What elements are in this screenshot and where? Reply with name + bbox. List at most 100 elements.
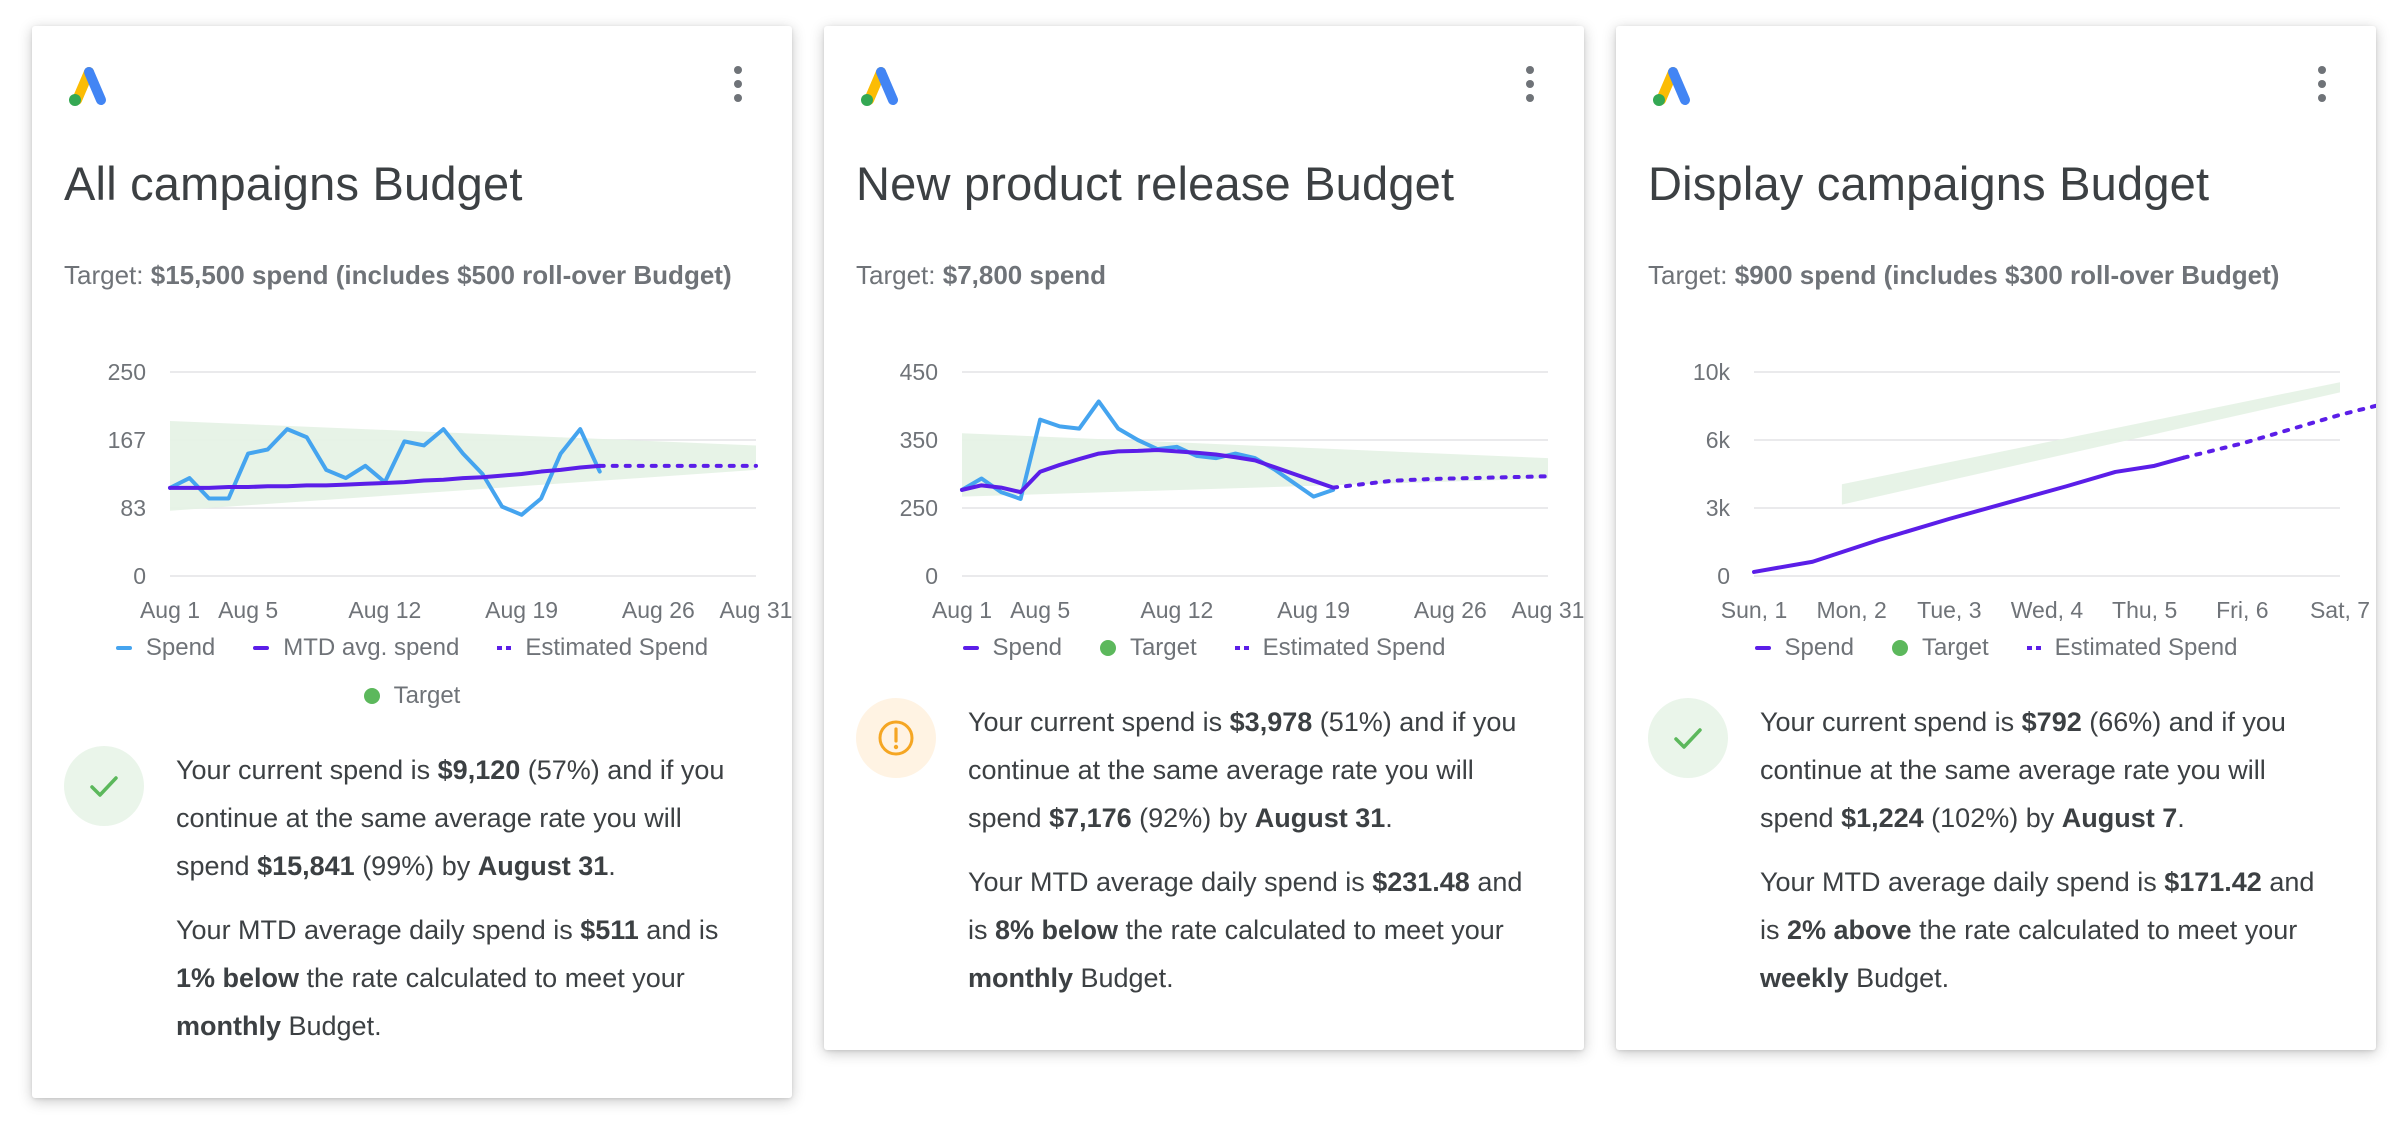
- google-ads-logo-icon: [69, 67, 106, 106]
- target-value: $15,500 spend (includes $500 roll-over B…: [150, 260, 732, 290]
- budget-summary: Your current spend is $792 (66%) and if …: [1760, 698, 2340, 1018]
- legend-label-spend: Spend: [1784, 634, 1854, 661]
- y-tick-label: 250: [900, 495, 938, 521]
- legend-swatch-target: [1891, 640, 1908, 656]
- x-tick-label: Aug 5: [1010, 597, 1070, 623]
- legend-item-spend: Spend: [115, 634, 216, 662]
- legend-label-estimated: Estimated Spend: [525, 634, 709, 661]
- x-tick-label: Aug 12: [1140, 597, 1213, 623]
- x-tick-label: Aug 31: [720, 597, 792, 623]
- target-label: Target:: [856, 260, 936, 290]
- legend-item-spend: Spend: [1754, 634, 1854, 662]
- target-band: [1841, 382, 2340, 505]
- checkmark-icon: [1674, 728, 1702, 749]
- status-ok-badge: [64, 746, 144, 826]
- x-tick-label: Fri, 6: [2216, 597, 2268, 623]
- target-line: Target: $15,500 spend (includes $500 rol…: [64, 260, 732, 291]
- x-tick-label: Mon, 2: [1817, 597, 1887, 623]
- y-tick-label: 0: [1717, 563, 1730, 589]
- y-tick-label: 167: [108, 427, 146, 453]
- legend-swatch-estimated: [1234, 646, 1249, 650]
- exclamation-icon: [878, 720, 914, 756]
- x-tick-label: Aug 1: [932, 597, 992, 623]
- legend-label-spend: Spend: [992, 634, 1062, 661]
- y-tick-label: 3k: [1706, 495, 1731, 521]
- x-tick-label: Aug 31: [1512, 597, 1584, 623]
- series-line-mtd-avg-spend: [960, 447, 1336, 495]
- y-tick-label: 83: [120, 495, 146, 521]
- summary-daily-rate: Your MTD average daily spend is $231.48 …: [968, 867, 1523, 993]
- card-title: New product release Budget: [856, 157, 1455, 210]
- budget-card-display-campaigns: Display campaigns Budget Target: $900 sp…: [1616, 26, 2376, 1050]
- legend-item-estimated: Estimated Spend: [2026, 634, 2237, 662]
- legend-label-estimated: Estimated Spend: [1262, 634, 1446, 661]
- y-tick-label: 0: [133, 563, 146, 589]
- status-ok-badge: [1648, 698, 1728, 778]
- chart-legend: Spend MTD avg. spend Estimated Spend Tar…: [52, 634, 772, 710]
- legend-swatch-spend: [962, 646, 979, 650]
- more-options-icon[interactable]: [2308, 60, 2336, 108]
- legend-label-target: Target: [1129, 634, 1197, 661]
- checkmark-icon: [90, 776, 118, 797]
- x-tick-label: Aug 5: [218, 597, 278, 623]
- legend-swatch-spend: [1754, 646, 1771, 650]
- target-value: $7,800 spend: [942, 260, 1107, 290]
- legend-swatch-estimated: [497, 646, 512, 650]
- x-tick-label: Sat, 7: [2310, 597, 2370, 623]
- chart-legend: Spend Target Estimated Spend: [1636, 634, 2356, 662]
- card-title: Display campaigns Budget: [1648, 157, 2210, 210]
- x-tick-label: Aug 1: [140, 597, 200, 623]
- budget-chart: 250 167 83 0 Aug 1 Aug 5 Aug 12 Aug 19 Aug 26 Aug…: [108, 359, 792, 623]
- card-title: All campaigns Budget: [64, 157, 523, 210]
- legend-swatch-spend: [115, 646, 132, 650]
- series-line-estimated-spend: [1331, 474, 1550, 490]
- more-options-icon[interactable]: [724, 60, 752, 108]
- budget-card-new-product-release: New product release Budget Target: $7,80…: [824, 26, 1584, 1050]
- series-line-mtd-avg-spend: [168, 463, 602, 490]
- legend-item-spend: Spend: [962, 634, 1062, 662]
- legend-item-mtd: MTD avg. spend: [253, 634, 459, 662]
- budget-summary: Your current spend is $3,978 (51%) and i…: [968, 698, 1548, 1018]
- target-band: [962, 433, 1548, 497]
- series-line-spend: [1752, 455, 2186, 574]
- legend-label-mtd: MTD avg. spend: [283, 634, 460, 661]
- series-line-estimated-spend: [2181, 403, 2376, 460]
- target-band: [170, 420, 756, 511]
- x-tick-label: Sun, 1: [1721, 597, 1788, 623]
- google-ads-logo-icon: [861, 67, 898, 106]
- budget-card-all-campaigns: All campaigns Budget Target: $15,500 spe…: [32, 26, 792, 1098]
- legend-item-estimated: Estimated Spend: [1234, 634, 1446, 662]
- summary-projection: Your current spend is $9,120 (57%) and i…: [176, 755, 725, 881]
- legend-item-estimated: Estimated Spend: [497, 634, 708, 662]
- more-options-icon[interactable]: [1516, 60, 1544, 108]
- legend-swatch-target: [1099, 640, 1116, 656]
- chart-legend: Spend Target Estimated Spend: [844, 634, 1564, 662]
- x-tick-label: Wed, 4: [2011, 597, 2084, 623]
- legend-swatch-estimated: [2026, 646, 2041, 650]
- legend-item-target: Target: [363, 682, 461, 710]
- legend-item-target: Target: [1891, 634, 1989, 662]
- x-tick-label: Aug 26: [1414, 597, 1487, 623]
- y-tick-label: 10k: [1693, 359, 1731, 385]
- target-line: Target: $7,800 spend: [856, 260, 1106, 291]
- budget-chart: 10k 6k 3k 0 Sun, 1 Mon, 2 Tue, 3 Wed, 4 Thu, 5 Fr…: [1693, 359, 2376, 623]
- y-tick-label: 450: [900, 359, 938, 385]
- x-tick-label: Tue, 3: [1917, 597, 1981, 623]
- legend-label-target: Target: [1921, 634, 1989, 661]
- summary-daily-rate: Your MTD average daily spend is $511 and…: [176, 915, 719, 1041]
- y-tick-label: 6k: [1706, 427, 1731, 453]
- y-tick-label: 350: [900, 427, 938, 453]
- target-value: $900 spend (includes $300 roll-over Budg…: [1734, 260, 2280, 290]
- target-label: Target:: [1648, 260, 1728, 290]
- legend-label-spend: Spend: [145, 634, 216, 661]
- legend-item-target: Target: [1099, 634, 1197, 662]
- x-tick-label: Aug 19: [1277, 597, 1350, 623]
- status-warning-badge: [856, 698, 936, 778]
- summary-daily-rate: Your MTD average daily spend is $171.42 …: [1760, 867, 2315, 993]
- legend-label-target: Target: [393, 682, 461, 709]
- x-tick-label: Thu, 5: [2112, 597, 2177, 623]
- y-tick-label: 0: [925, 563, 938, 589]
- target-line: Target: $900 spend (includes $300 roll-o…: [1648, 260, 2279, 291]
- google-ads-logo-icon: [1653, 67, 1690, 106]
- budget-summary: Your current spend is $9,120 (57%) and i…: [176, 746, 756, 1066]
